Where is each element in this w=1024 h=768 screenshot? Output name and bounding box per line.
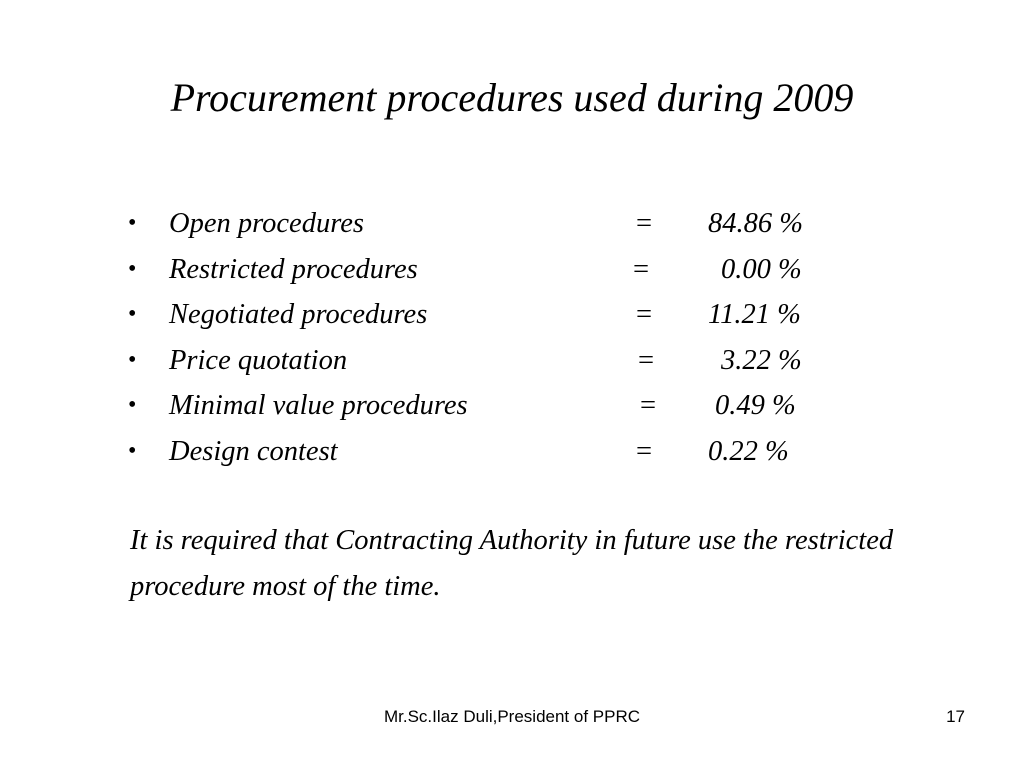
equals-sign: = xyxy=(640,390,657,421)
procedure-percentage: 0.49 % xyxy=(715,390,796,421)
procedure-list: • Open procedures = 84.86 % • Restricted… xyxy=(128,201,888,474)
equals-sign: = xyxy=(636,435,653,467)
procedure-label: Open procedures xyxy=(169,208,364,239)
slide-title: Procurement procedures used during 2009 xyxy=(170,75,854,120)
list-item: • Restricted procedures = 0.00 % xyxy=(128,247,888,293)
bullet-icon: • xyxy=(128,210,137,236)
slide-page-number: 17 xyxy=(946,707,965,726)
list-item: • Price quotation = 3.22 % xyxy=(128,338,888,384)
requirement-note: It is required that Contracting Authorit… xyxy=(130,525,894,602)
bullet-icon: • xyxy=(128,301,137,327)
procedure-percentage: 84.86 % xyxy=(708,208,803,239)
list-item: • Negotiated procedures = 11.21 % xyxy=(128,292,888,338)
procedure-percentage: 11.21 % xyxy=(708,299,801,330)
equals-sign: = xyxy=(638,344,655,376)
list-item: • Design contest = 0.22 % xyxy=(128,429,888,475)
equals-sign: = xyxy=(633,253,650,285)
slide-footer: Mr.Sc.Ilaz Duli,President of PPRC xyxy=(383,707,641,726)
procedure-label: Minimal value procedures xyxy=(169,390,468,421)
procedure-percentage: 0.00 % xyxy=(721,253,802,285)
bullet-icon: • xyxy=(128,346,137,373)
procedure-label: Price quotation xyxy=(169,344,348,376)
bullet-icon: • xyxy=(128,437,137,464)
list-item: • Open procedures = 84.86 % xyxy=(128,201,888,247)
bullet-icon: • xyxy=(128,392,137,418)
procedure-label: Design contest xyxy=(169,435,338,467)
bullet-icon: • xyxy=(128,255,137,282)
procedure-percentage: 3.22 % xyxy=(721,344,802,376)
procedure-label: Restricted procedures xyxy=(169,253,418,285)
procedure-percentage: 0.22 % xyxy=(708,435,789,467)
equals-sign: = xyxy=(636,208,653,239)
equals-sign: = xyxy=(636,299,653,330)
procedure-label: Negotiated procedures xyxy=(169,299,428,330)
list-item: • Minimal value procedures = 0.49 % xyxy=(128,383,888,429)
